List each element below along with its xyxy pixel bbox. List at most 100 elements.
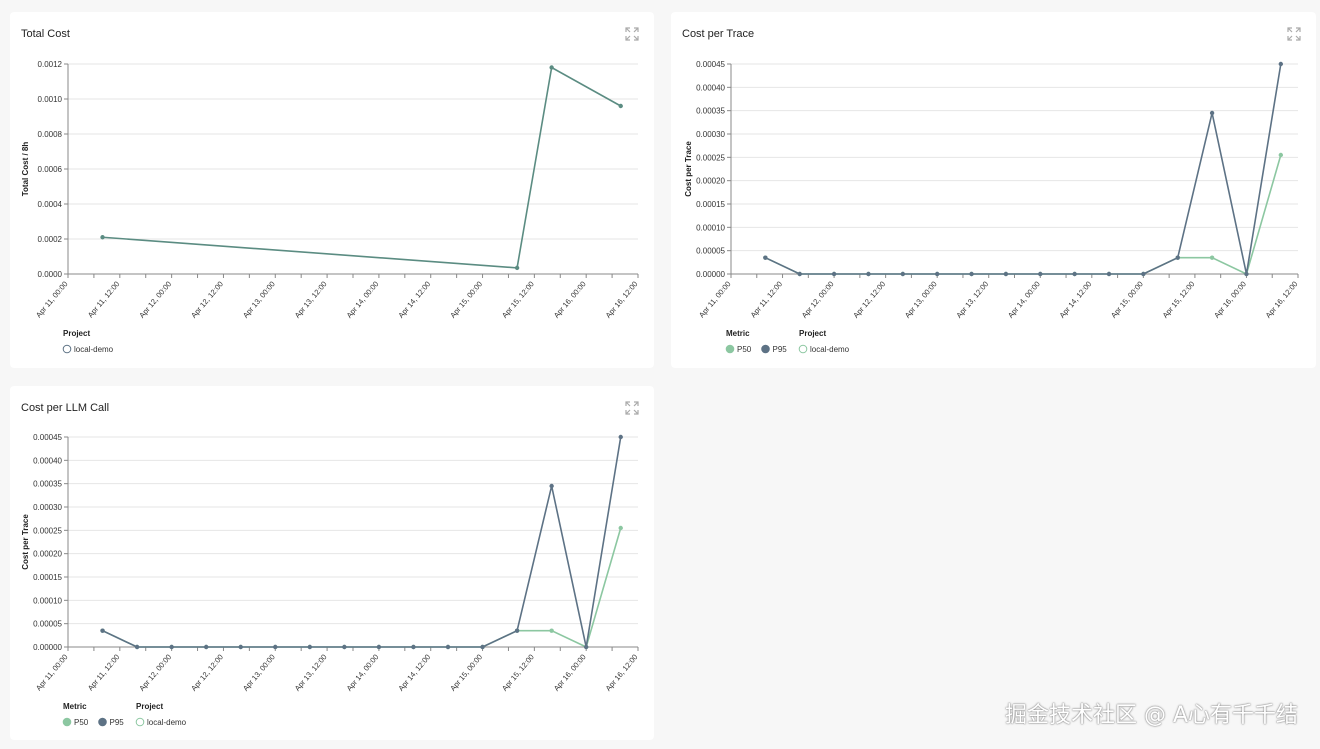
y-tick-label: 0.0006 (38, 165, 63, 174)
x-tick-label: Apr 11, 12:00 (86, 280, 121, 320)
y-tick-label: 0.00000 (696, 270, 725, 279)
data-point (100, 628, 105, 633)
data-point (1278, 61, 1284, 67)
x-tick-label: Apr 16, 12:00 (604, 280, 640, 320)
data-point (342, 644, 347, 650)
y-tick-label: 0.00045 (33, 433, 62, 442)
y-tick-label: 0.00010 (33, 596, 62, 605)
legend-symbol (135, 717, 145, 727)
cost-per-trace-card: Cost per Trace 0.00000 0.00005 0.00010 0.00… (671, 12, 1316, 368)
x-tick-label: Apr 11, 00:00 (34, 653, 69, 693)
y-tick-label: 0.0008 (38, 130, 63, 139)
data-point (969, 271, 974, 277)
y-tick-label: 0.0010 (38, 95, 63, 104)
legend-label: P50 (74, 718, 89, 727)
legend-symbol (62, 717, 72, 727)
legend-title: Metric (63, 702, 87, 711)
cost-per-trace-chart: 0.00000 0.00005 0.00010 0.00015 0.00020 0.000… (684, 60, 1300, 354)
data-point (514, 628, 520, 633)
x-tick-label: Apr 13, 00:00 (903, 280, 939, 320)
series-line-p50 (102, 527, 622, 649)
x-tick-label: Apr 15, 12:00 (1161, 280, 1197, 320)
x-tick-label: Apr 14, 12:00 (396, 280, 432, 320)
legend-label: local-demo (147, 718, 187, 727)
x-tick-label: Apr 11, 12:00 (86, 653, 121, 693)
y-tick-label: 0.00035 (696, 107, 725, 116)
y-tick-label: 0.0004 (38, 200, 63, 209)
card-title: Cost per Trace (682, 28, 755, 40)
data-point (1072, 271, 1077, 277)
data-point (1175, 255, 1180, 260)
y-tick-label: 0.00040 (696, 83, 725, 92)
data-point (100, 235, 105, 240)
data-point (1209, 255, 1215, 260)
x-tick-label: Apr 12, 12:00 (189, 280, 225, 320)
legend-title: Project (63, 329, 90, 338)
expand-icon[interactable] (624, 26, 640, 42)
legend-symbol (98, 717, 107, 727)
x-tick-label: Apr 14, 00:00 (345, 280, 381, 320)
x-tick-label: Apr 11, 00:00 (34, 280, 69, 320)
series-line-p95 (765, 63, 1282, 275)
legend-symbol (761, 344, 770, 354)
data-point (797, 271, 802, 277)
legend-label: local-demo (810, 345, 850, 354)
y-axis-label: Total Cost / 8h (21, 142, 30, 197)
y-tick-label: 0.00025 (696, 153, 725, 162)
data-point (273, 644, 278, 650)
series-line-total (102, 66, 622, 269)
data-point (238, 644, 243, 650)
x-tick-label: Apr 16, 00:00 (1212, 280, 1248, 320)
data-point (307, 644, 313, 650)
x-tick-label: Apr 12, 00:00 (800, 280, 836, 320)
card-title: Cost per LLM Call (21, 402, 110, 414)
y-tick-label: 0.00030 (696, 130, 725, 139)
y-tick-label: 0.00035 (33, 480, 62, 489)
x-tick-label: Apr 14, 12:00 (1058, 280, 1094, 320)
data-point (480, 644, 485, 650)
total-cost-card: Total Cost 0.0000 0.0002 0.0004 0.0006 0.000… (10, 12, 654, 368)
data-point (618, 434, 623, 440)
expand-icon[interactable] (1286, 26, 1302, 42)
legend-label: local-demo (74, 345, 114, 354)
data-point (411, 644, 416, 650)
x-tick-label: Apr 13, 12:00 (954, 280, 990, 320)
data-point (445, 644, 451, 650)
y-tick-label: 0.0000 (38, 270, 63, 279)
y-tick-label: 0.00015 (696, 200, 725, 209)
data-point (376, 644, 382, 650)
data-point (934, 271, 940, 277)
y-tick-label: 0.00040 (33, 456, 62, 465)
y-axis-label: Cost per Trace (21, 514, 30, 570)
x-tick-label: Apr 14, 00:00 (345, 653, 381, 693)
data-point (900, 271, 906, 277)
data-point (831, 271, 837, 277)
y-tick-label: 0.00025 (33, 526, 62, 535)
legend-title: Metric (726, 329, 750, 338)
legend-symbol (725, 344, 735, 354)
data-point (583, 644, 589, 650)
x-tick-label: Apr 12, 12:00 (189, 653, 225, 693)
data-point (549, 483, 554, 489)
data-point (866, 271, 871, 277)
x-tick-label: Apr 15, 12:00 (500, 280, 536, 320)
y-tick-label: 0.00005 (33, 620, 62, 629)
x-tick-label: Apr 12, 12:00 (851, 280, 887, 320)
legend-title: Project (799, 329, 826, 338)
x-tick-label: Apr 14, 00:00 (1006, 280, 1042, 320)
data-point (169, 644, 174, 650)
legend-symbol (798, 344, 808, 354)
y-tick-label: 0.00030 (33, 503, 62, 512)
x-tick-label: Apr 15, 00:00 (448, 653, 484, 693)
x-tick-label: Apr 11, 00:00 (697, 280, 732, 320)
series-line-p95 (102, 436, 622, 648)
expand-icon[interactable] (624, 400, 640, 416)
legend-symbol (62, 344, 72, 354)
legend-label: P95 (110, 718, 125, 727)
data-point (1003, 271, 1009, 277)
legend-label: P50 (737, 345, 752, 354)
x-tick-label: Apr 16, 12:00 (1264, 280, 1300, 320)
watermark: 掘金技术社区 @ A心有千千结 (1004, 703, 1298, 728)
y-tick-label: 0.0002 (38, 235, 63, 244)
data-point (549, 65, 554, 70)
